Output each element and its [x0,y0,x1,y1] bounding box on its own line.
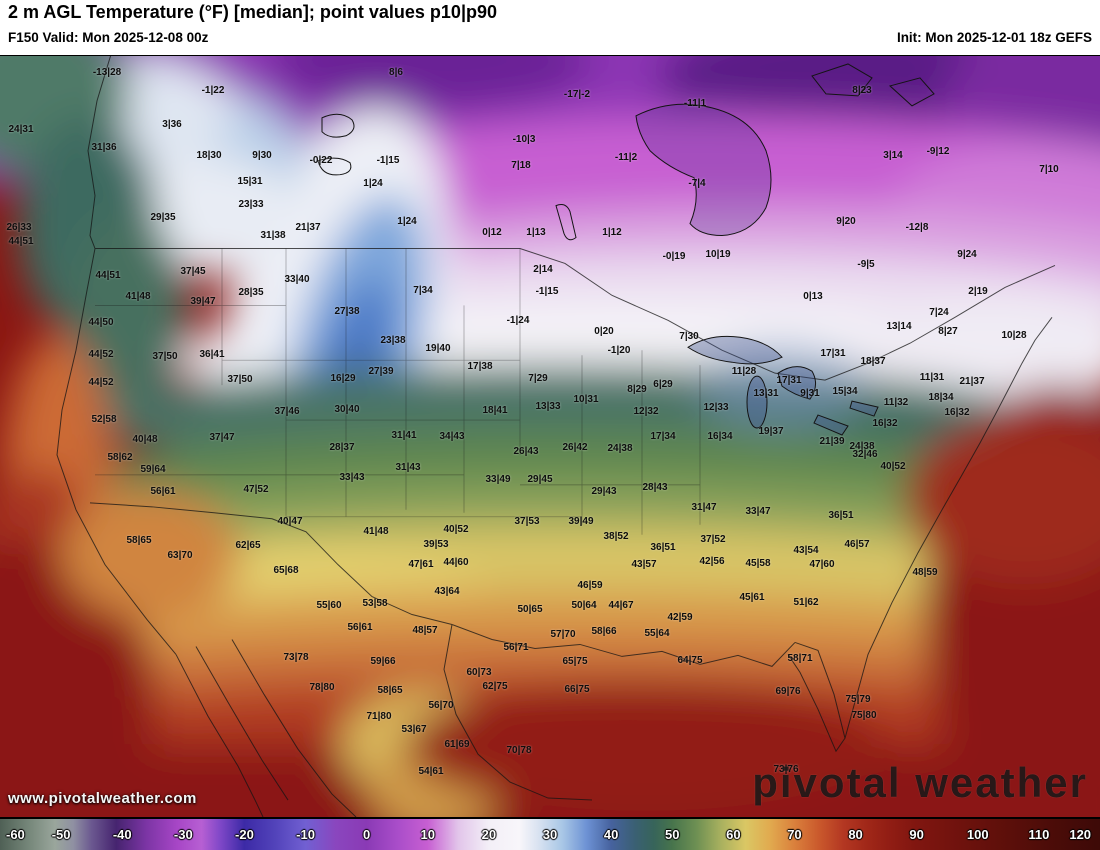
colorbar-tick: 40 [603,827,619,842]
colorbar-tick: 30 [542,827,558,842]
valid-time: F150 Valid: Mon 2025-12-08 00z [8,30,209,45]
colorbar-tick: -10 [296,827,315,842]
lake-ontario [849,400,879,417]
arctic-islands [811,63,935,107]
colorbar-tick: 60 [726,827,741,842]
temperature-field [0,56,1100,817]
state-borders [95,248,701,535]
watermark-brand-logo: pivotal weather [752,759,1088,806]
lake-superior [687,335,783,365]
hudson-bay [635,103,772,237]
great-bear-lake [321,113,355,138]
colorbar-tick: 70 [787,827,802,842]
watermark-site-url: www.pivotalweather.com [8,790,197,807]
colorbar-tick: 80 [848,827,863,842]
lake-michigan [746,375,768,429]
colorbar-tick: 100 [966,827,989,842]
init-time: Init: Mon 2025-12-01 18z GEFS [896,30,1092,45]
coastline-borders [56,56,1056,817]
lake-huron [777,366,816,400]
colorbar-tick: -60 [5,827,25,842]
lake-erie [813,414,849,436]
colorbar-tick: -40 [112,827,132,842]
lake-winnipeg [555,203,577,241]
map-header: 2 m AGL Temperature (°F) [median]; point… [0,0,1100,55]
colorbar-tick: 50 [664,827,680,842]
colorbar-tick: 0 [363,827,371,842]
temperature-gradient-blobs [0,56,1100,817]
lakes [317,63,935,436]
colorbar-tick: -20 [235,827,254,842]
colorbar-tick: -50 [51,827,71,842]
colorbar-tick: -30 [173,827,193,842]
colorbar-tick: 110 [1028,827,1050,842]
map-title: 2 m AGL Temperature (°F) [median]; point… [8,2,497,22]
colorbar-tick: 10 [420,827,435,842]
colorbar-tick: 120 [1069,827,1092,842]
colorbar-tick: 90 [909,827,924,842]
great-slave-lake [317,157,352,176]
colorbar-tick: 20 [481,827,497,842]
map-area [0,55,1100,818]
colorbar: -60 -50 -40 -30 -20 -10 0 10 20 30 40 50 60 70 80 90 100… [0,818,1100,850]
